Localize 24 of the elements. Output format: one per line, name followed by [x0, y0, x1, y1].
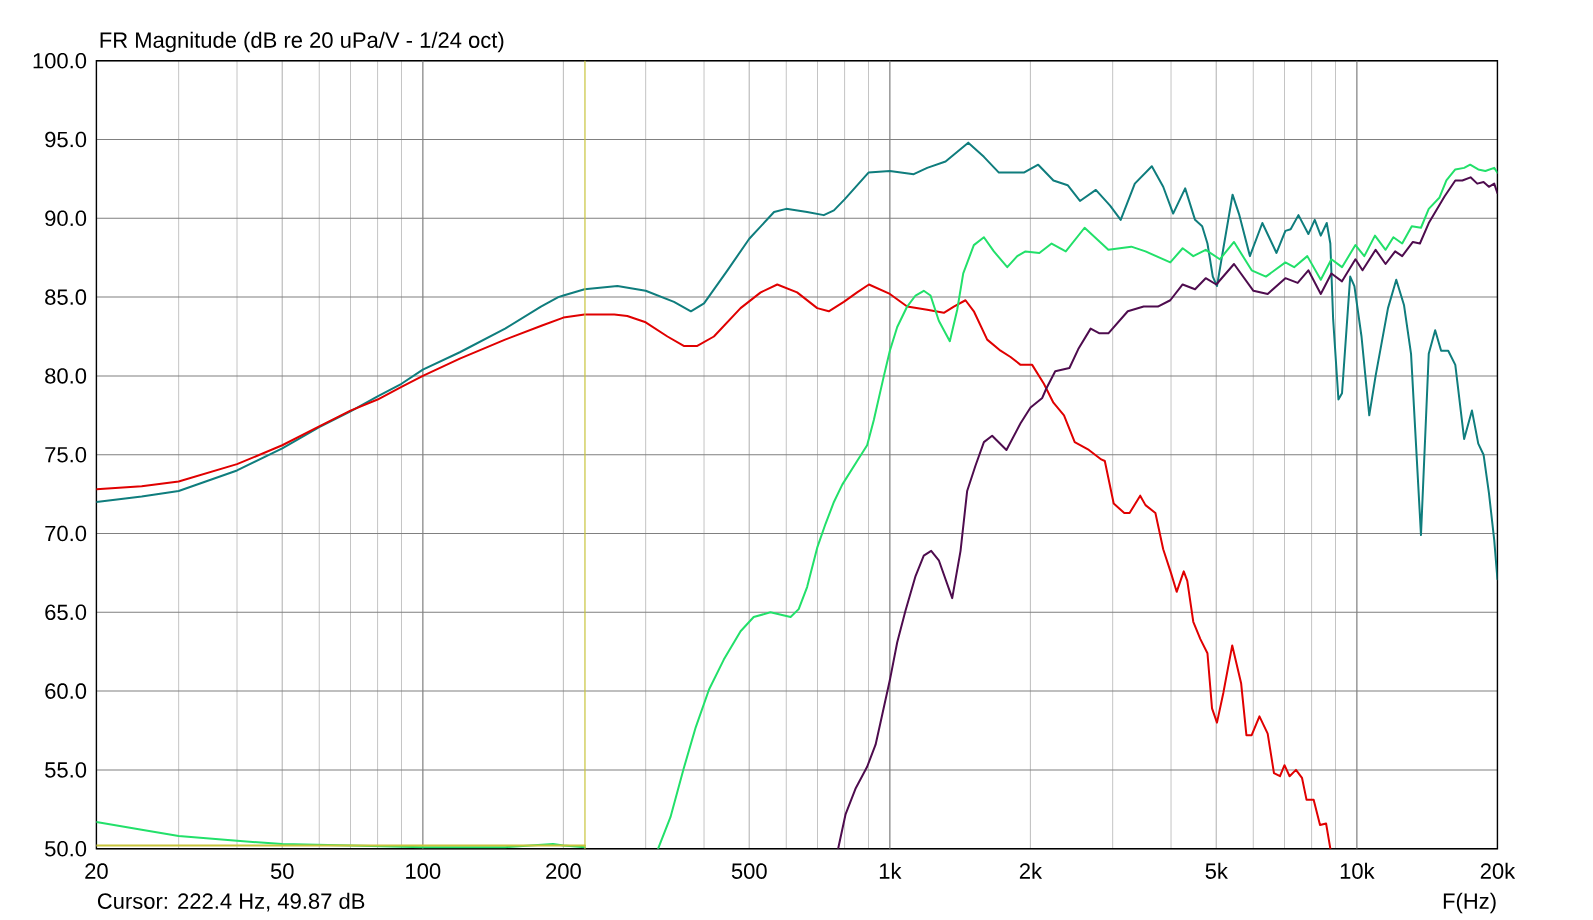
text: Cursor: 222.4 Hz, 49.87 dB	[97, 892, 365, 912]
y-tick-label: 100.0	[33, 52, 87, 69]
x-tick-label: 50	[270, 863, 294, 879]
x-tick-label: 20	[85, 863, 108, 879]
y-tick-label: 60.0	[45, 683, 87, 699]
y-tick-label: 95.0	[45, 131, 87, 148]
x-tick-label: 5k	[1205, 862, 1228, 879]
x-tick-label: 500	[731, 863, 767, 879]
x-axis-title: F(Hz)	[1443, 892, 1496, 914]
x-tick-label: 20k	[1480, 862, 1516, 879]
x-tick-label: 10k	[1340, 862, 1375, 879]
x-tick-label: 200	[546, 863, 581, 879]
y-tick-label: 80.0	[45, 368, 87, 384]
y-tick-label: 55.0	[45, 762, 87, 778]
y-tick-label: 90.0	[45, 210, 87, 227]
y-tick-label: 65.0	[45, 604, 87, 621]
x-tick-label: 2k	[1019, 862, 1043, 879]
y-tick-label: 50.0	[45, 840, 87, 857]
y-tick-label: 75.0	[45, 446, 87, 463]
x-tick-label: 1k	[879, 862, 902, 879]
x-tick-label: 100	[406, 863, 441, 879]
y-tick-label: 70.0	[45, 525, 87, 542]
chart-title: FR Magnitude (dB re 20 uPa/V - 1/24 oct)	[100, 31, 504, 53]
y-tick-label: 85.0	[45, 289, 87, 305]
